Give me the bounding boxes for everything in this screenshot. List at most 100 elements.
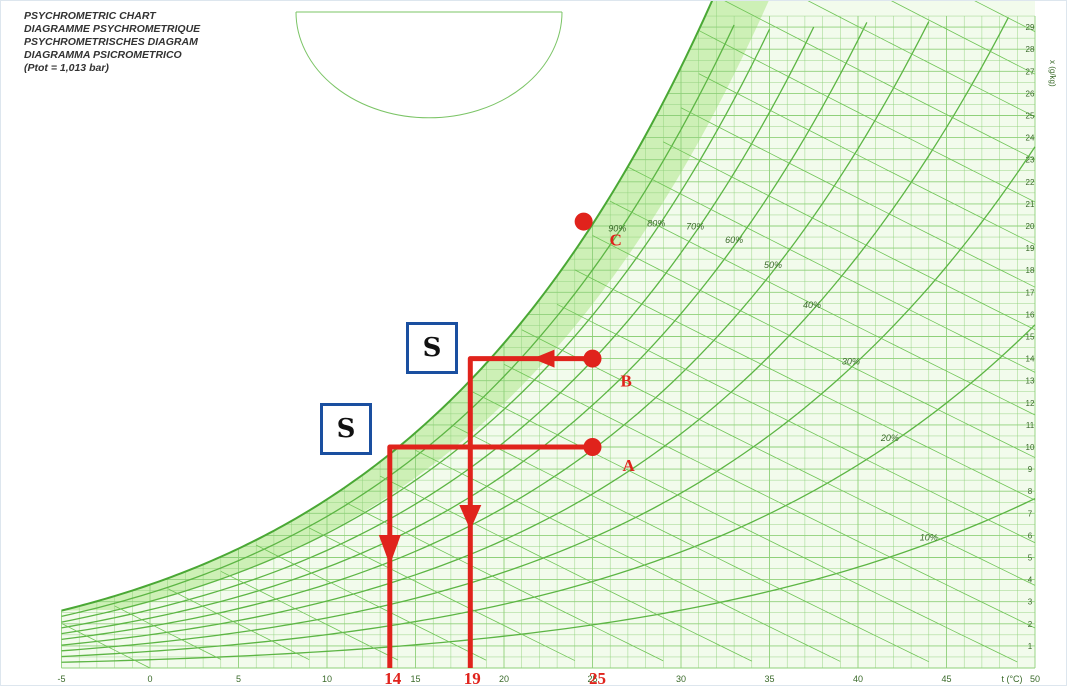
enthalpy-line [503,363,1036,629]
y-tick-label: 10 [1026,443,1035,452]
enthalpy-line [592,235,1036,458]
y-tick-label: 26 [1026,89,1035,98]
rh-label: 70% [686,222,704,232]
enthalpy-line [468,389,1018,663]
y-tick-label: 8 [1028,487,1033,496]
x-axis-unit: t (°C) [1001,674,1022,684]
enthalpy-line [805,0,1036,118]
saturation-band [61,0,770,611]
process-arrow-b [459,505,482,530]
y-tick-label: 21 [1026,200,1035,209]
chart-title-block: PSYCHROMETRIC CHART DIAGRAMME PSYCHROMET… [24,10,200,75]
enthalpy-line [680,107,1036,288]
x-tick-label: 50 [1030,674,1040,684]
title-line: PSYCHROMETRISCHES DIAGRAM [24,36,198,48]
y-tick-label: 29 [1026,23,1035,32]
point-c-label: C [610,231,622,250]
y-tick-label: 22 [1026,178,1035,187]
rh-curve [61,146,1036,652]
y-tick-label: 19 [1026,244,1035,253]
sensible-box-a: S [320,403,372,455]
enthalpy-line [556,303,1036,544]
result-label-b: 19 [464,669,481,686]
y-tick-label: 18 [1026,266,1035,275]
rh-curve [61,21,930,641]
y-tick-label: 28 [1026,45,1035,54]
enthalpy-line [972,0,1036,32]
x-tick-label: 30 [676,674,686,684]
protractor-arc [295,11,563,119]
y-tick-label: 25 [1026,112,1035,121]
y-tick-label: 4 [1028,576,1033,585]
enthalpy-line [256,544,487,661]
enthalpy-line [610,200,1036,416]
rh-curve [61,28,771,623]
y-tick-label: 17 [1026,288,1035,297]
enthalpy-line [114,605,221,660]
enthalpy-line [379,475,752,662]
enthalpy-line [521,329,1036,586]
y-tick-label: 13 [1026,377,1035,386]
y-tick-label: 9 [1028,465,1033,474]
y-tick-label: 14 [1026,355,1035,364]
x-tick-label: 40 [853,674,863,684]
rh-label: 50% [764,260,782,270]
result-label-a: 14 [384,669,402,686]
y-tick-label: 1 [1028,642,1033,651]
y-tick-label: 5 [1028,554,1033,563]
sensible-box-label: S [422,333,442,363]
enthalpy-line [698,30,1036,203]
y-axis-unit: x (g/kg) [1048,60,1057,87]
enthalpy-line [627,166,1036,373]
x-tick-label: 15 [410,674,420,684]
rh-label: 10% [920,532,938,542]
y-tick-label: 3 [1028,598,1033,607]
dry-bulb-label: 25 [589,669,606,686]
enthalpy-line [167,588,310,661]
enthalpy-line [574,269,1036,501]
process-line-a [387,444,593,668]
rh-curve [61,16,1010,646]
enthalpy-line [722,0,1036,160]
title-line: (Ptot = 1,013 bar) [24,62,109,74]
title-line: DIAGRAMME PSYCHROMETRIQUE [24,23,201,35]
point-c-marker [574,212,593,231]
rh-curve [61,497,1036,663]
enthalpy-line [415,449,841,662]
point-a-label: A [623,456,636,475]
enthalpy-line [61,623,151,669]
y-tick-label: 20 [1026,222,1035,231]
y-tick-label: 6 [1028,531,1033,540]
process-arrow-a [378,535,401,565]
x-tick-label: -5 [57,674,65,684]
sensible-box-b: S [406,322,458,374]
y-tick-label: 15 [1026,333,1035,342]
y-tick-label: 2 [1028,620,1033,629]
rh-label: 20% [880,433,899,443]
enthalpy-line [309,527,575,661]
y-tick-label: 11 [1026,421,1035,430]
x-tick-label: 45 [941,674,951,684]
enthalpy-line [220,570,398,661]
rh-curve [61,324,1036,658]
x-tick-label: 25 [587,674,597,684]
rh-label: 90% [608,223,626,233]
rh-curve [61,22,868,635]
x-tick-label: 5 [236,674,241,684]
y-tick-label: 23 [1026,156,1035,165]
rh-curve [61,26,815,629]
point-a-marker [583,438,602,456]
sensible-box-label: S [336,414,356,444]
rh-label: 80% [647,219,665,229]
x-tick-label: 10 [322,674,332,684]
title-line: PSYCHROMETRIC CHART [24,10,156,22]
y-tick-label: 12 [1026,399,1035,408]
y-tick-label: 27 [1026,67,1035,76]
process-arrow-b-horizontal [532,349,555,368]
y-tick-label: 16 [1026,310,1035,319]
x-tick-label: 35 [764,674,774,684]
enthalpy-line [344,501,664,662]
point-b-label: B [621,372,632,391]
